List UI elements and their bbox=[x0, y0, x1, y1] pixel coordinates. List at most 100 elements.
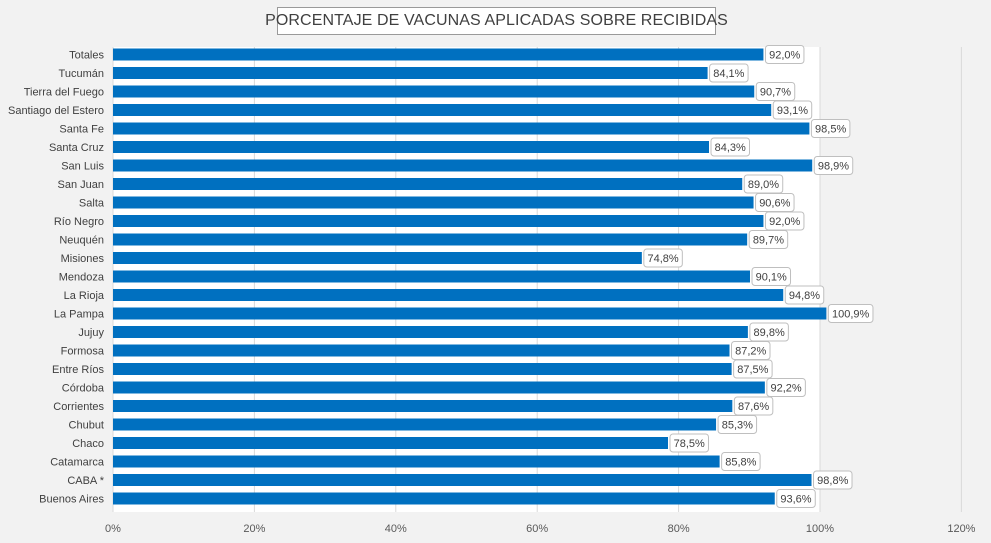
bar bbox=[113, 437, 668, 449]
bar bbox=[113, 474, 812, 486]
data-label-box bbox=[751, 267, 792, 286]
data-label-box bbox=[669, 433, 709, 453]
bar bbox=[113, 233, 748, 246]
data-label-box bbox=[772, 100, 813, 120]
category-label: CABA * bbox=[67, 475, 104, 487]
category-label: Río Negro bbox=[54, 216, 104, 228]
data-label: 100,9% bbox=[832, 309, 870, 321]
data-label: 94,8% bbox=[789, 290, 820, 302]
category-label: Neuquén bbox=[59, 235, 104, 247]
category-label: Entre Ríos bbox=[52, 364, 104, 376]
bar bbox=[113, 122, 810, 135]
data-label-box bbox=[717, 415, 758, 434]
bar bbox=[113, 344, 730, 357]
chart-title: PORCENTAJE DE VACUNAS APLICADAS SOBRE RE… bbox=[265, 7, 728, 35]
bar bbox=[113, 67, 708, 79]
data-label-box bbox=[764, 211, 805, 231]
bar bbox=[113, 400, 733, 412]
bar bbox=[113, 104, 772, 116]
category-label: Corrientes bbox=[53, 401, 104, 413]
bar bbox=[113, 381, 765, 394]
data-label: 87,2% bbox=[735, 346, 766, 358]
data-label-box bbox=[755, 82, 796, 101]
data-label: 92,0% bbox=[769, 50, 800, 62]
data-label-box bbox=[813, 156, 854, 175]
data-label: 93,6% bbox=[780, 494, 811, 506]
data-label-box bbox=[776, 489, 816, 508]
data-label-box bbox=[813, 470, 853, 490]
bar bbox=[113, 215, 764, 227]
data-label: 84,3% bbox=[715, 142, 746, 154]
data-label-box bbox=[709, 63, 749, 83]
data-label: 98,8% bbox=[817, 475, 848, 487]
category-label: Mendoza bbox=[59, 272, 105, 284]
category-label: Santiago del Estero bbox=[8, 105, 104, 117]
data-label: 84,1% bbox=[713, 68, 744, 80]
data-label-box bbox=[749, 322, 789, 342]
category-label: Córdoba bbox=[62, 383, 105, 395]
category-label: Chubut bbox=[69, 420, 104, 432]
data-label-box bbox=[784, 285, 825, 305]
category-label: Buenos Aires bbox=[39, 494, 104, 506]
category-label: Tierra del Fuego bbox=[24, 87, 104, 99]
category-label: Tucumán bbox=[59, 68, 104, 80]
x-tick-label: 100% bbox=[806, 523, 834, 535]
data-label-box bbox=[721, 452, 761, 471]
bar bbox=[113, 196, 754, 209]
bar bbox=[113, 178, 743, 190]
category-label: Jujuy bbox=[78, 327, 104, 339]
data-label-box bbox=[764, 45, 805, 64]
x-tick-label: 40% bbox=[385, 523, 407, 535]
data-label: 78,5% bbox=[674, 438, 705, 450]
bar bbox=[113, 252, 642, 264]
x-tick-label: 20% bbox=[243, 523, 265, 535]
bar bbox=[113, 289, 784, 301]
data-label: 93,1% bbox=[777, 105, 808, 117]
bar bbox=[113, 270, 751, 283]
data-label-box bbox=[733, 359, 773, 379]
data-label: 74,8% bbox=[647, 253, 678, 265]
bar bbox=[113, 85, 755, 98]
data-label: 90,1% bbox=[756, 272, 787, 284]
data-label-box bbox=[748, 230, 789, 249]
bar bbox=[113, 492, 775, 505]
category-label: Totales bbox=[69, 50, 104, 62]
data-label: 87,6% bbox=[738, 401, 769, 413]
bar bbox=[113, 418, 717, 431]
x-tick-label: 60% bbox=[526, 523, 548, 535]
category-label: La Pampa bbox=[54, 309, 105, 321]
category-label: Catamarca bbox=[50, 457, 105, 469]
data-label: 89,0% bbox=[748, 179, 779, 191]
data-label-box bbox=[710, 137, 751, 157]
category-label: San Luis bbox=[61, 161, 104, 173]
data-label: 90,6% bbox=[759, 198, 790, 210]
category-label: Santa Cruz bbox=[49, 142, 104, 154]
data-label: 85,8% bbox=[725, 457, 756, 469]
data-label: 89,8% bbox=[754, 327, 785, 339]
bar bbox=[113, 326, 748, 338]
data-label: 89,7% bbox=[753, 235, 784, 247]
data-label: 98,5% bbox=[815, 124, 846, 136]
data-label: 92,2% bbox=[771, 383, 802, 395]
category-label: Salta bbox=[79, 198, 105, 210]
data-label-box bbox=[827, 304, 874, 323]
data-label-box bbox=[810, 119, 851, 138]
data-label: 92,0% bbox=[769, 216, 800, 228]
bar bbox=[113, 455, 720, 468]
bar bbox=[113, 159, 813, 172]
x-tick-label: 80% bbox=[668, 523, 690, 535]
data-label-box bbox=[643, 248, 683, 268]
category-label: San Juan bbox=[58, 179, 104, 191]
category-label: Santa Fe bbox=[59, 124, 104, 136]
data-label: 90,7% bbox=[760, 87, 791, 99]
category-label: Misiones bbox=[61, 253, 105, 265]
data-label-box bbox=[766, 378, 806, 397]
x-tick-label: 120% bbox=[947, 523, 975, 535]
bar bbox=[113, 141, 710, 153]
bar bbox=[113, 307, 827, 320]
data-label: 85,3% bbox=[722, 420, 753, 432]
bar bbox=[113, 48, 764, 61]
category-label: La Rioja bbox=[64, 290, 105, 302]
